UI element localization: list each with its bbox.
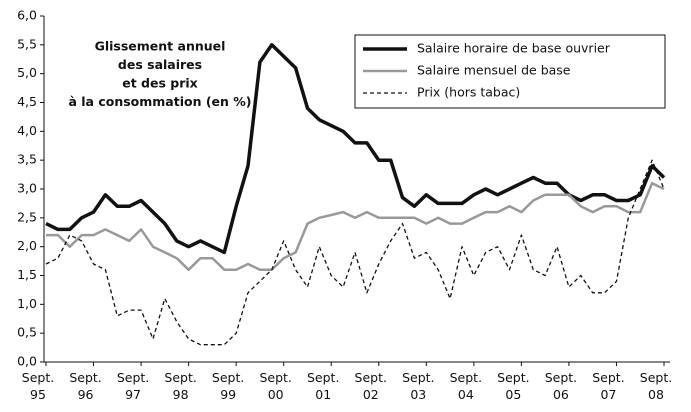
x-tick-label: Sept. 04 <box>450 370 482 402</box>
annotation: à la consommation (en %) <box>68 94 251 109</box>
y-tick-label: 6,0 <box>17 8 37 23</box>
y-tick-label: 5,5 <box>17 36 37 51</box>
legend-label: Salaire mensuel de base <box>417 63 571 78</box>
legend-label: Prix (hors tabac) <box>417 85 520 100</box>
x-tick-label: Sept. 95 <box>22 370 54 402</box>
y-tick-label: 2,0 <box>17 238 37 253</box>
legend-label: Salaire horaire de base ouvrier <box>417 41 611 56</box>
y-tick-label: 3,0 <box>17 181 37 196</box>
series-line <box>45 159 665 346</box>
y-tick-label: 4,5 <box>17 94 37 109</box>
y-tick-label: 0,5 <box>17 325 37 340</box>
x-tick-label: Sept. 01 <box>307 370 339 402</box>
x-tick-label: Sept. 97 <box>117 370 149 402</box>
annotation: Glissement annuel <box>95 39 226 54</box>
y-tick-label: 2,5 <box>17 209 37 224</box>
annotation: et des prix <box>122 76 197 91</box>
x-tick-label: Sept. 96 <box>69 370 101 402</box>
y-tick-label: 5,0 <box>17 65 37 80</box>
series-line <box>46 181 665 271</box>
y-tick-label: 0,0 <box>17 354 37 369</box>
y-tick-label: 1,5 <box>17 267 37 282</box>
x-tick-label: Sept. 08 <box>640 370 672 402</box>
y-tick-label: 3,5 <box>17 152 37 167</box>
x-tick-label: Sept. 02 <box>355 370 387 402</box>
x-tick-label: Sept. 03 <box>402 370 434 402</box>
y-tick-label: 1,0 <box>17 296 37 311</box>
x-tick-label: Sept. 00 <box>259 370 291 402</box>
annotation: des salaires <box>118 57 202 72</box>
x-tick-label: Sept. 06 <box>545 370 577 402</box>
x-tick-label: Sept. 98 <box>164 370 196 402</box>
y-tick-label: 4,0 <box>17 123 37 138</box>
series-line <box>45 43 666 255</box>
x-tick-label: Sept. 99 <box>212 370 244 402</box>
x-tick-label: Sept. 05 <box>497 370 529 402</box>
x-tick-label: Sept. 07 <box>592 370 624 402</box>
